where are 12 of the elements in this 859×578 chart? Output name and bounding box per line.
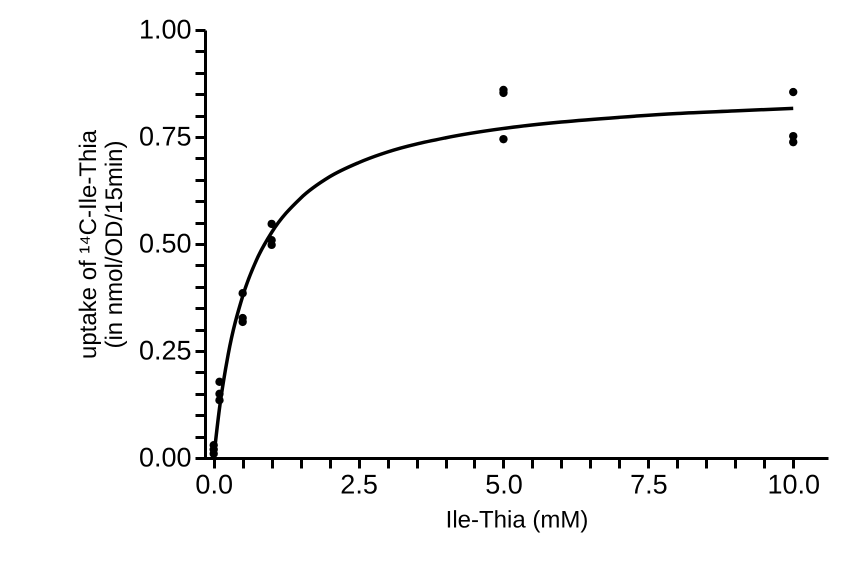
y-tick-label: 0.50	[138, 228, 192, 258]
y-tick-label: 0.00	[138, 442, 192, 472]
x-axis-title: Ile-Thia (mM)	[446, 506, 588, 534]
y-axis-title: uptake of ¹⁴C-Ile-Thia (in nmol/OD/15min)	[74, 129, 128, 360]
y-tick-label: 0.25	[138, 336, 192, 366]
y-tick-label: 1.00	[138, 14, 192, 44]
x-tick-label: 2.5	[340, 470, 378, 500]
x-tick-label: 5.0	[485, 470, 523, 500]
x-tick-label: 0.0	[195, 470, 233, 500]
y-tick-label: 0.75	[138, 122, 192, 152]
x-tick-label: 10.0	[767, 470, 820, 500]
x-tick-label: 7.5	[630, 470, 668, 500]
